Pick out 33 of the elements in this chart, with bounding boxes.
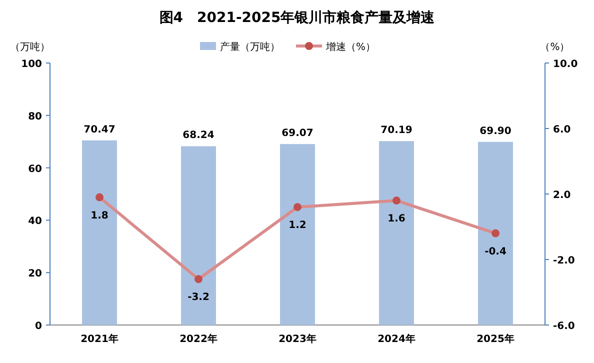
y-axis-title: （万吨） — [10, 41, 50, 53]
data-label: 70.19 — [380, 125, 412, 136]
y-tick-label: 60 — [28, 164, 42, 175]
x-tick-label: 2023年 — [278, 333, 316, 345]
y2-tick-label: 6.0 — [553, 124, 571, 136]
y2-tick-label: -6.0 — [553, 321, 575, 332]
legend-label: 产量（万吨） — [220, 41, 280, 53]
legend: 增速（%） — [296, 42, 376, 53]
data-label: -0.4 — [484, 246, 506, 258]
legend: 产量（万吨） — [200, 42, 280, 53]
y2-tick-label: 2.0 — [553, 190, 571, 201]
data-label: 69.90 — [480, 126, 512, 137]
x-tick-label: 2021年 — [80, 333, 118, 345]
y-tick-label: 0 — [35, 321, 42, 332]
data-label: 70.47 — [84, 124, 116, 136]
x-tick-label: 2024年 — [378, 333, 416, 345]
data-label: 68.24 — [182, 130, 214, 142]
data-label: -3.2 — [188, 292, 210, 304]
x-tick-label: 2025年 — [476, 333, 514, 345]
y-tick-label: 80 — [28, 111, 42, 122]
legend-label: 增速（%） — [325, 41, 376, 53]
x-tick-label: 2022年 — [180, 333, 218, 345]
data-label: 1.8 — [90, 210, 108, 222]
y2-tick-label: -2.0 — [553, 256, 575, 266]
data-label: 1.2 — [288, 220, 306, 232]
data-label: 69.07 — [282, 128, 314, 140]
y2-tick-label: 10.0 — [553, 59, 578, 70]
y-tick-label: 100 — [21, 59, 42, 70]
y-tick-label: 40 — [28, 216, 42, 228]
chart-title: 图4 2021-2025年银川市粮食产量及增速 — [159, 9, 436, 26]
y2-axis-title: （%） — [540, 42, 570, 53]
y-tick-label: 20 — [28, 268, 42, 280]
data-label: 1.6 — [388, 214, 406, 225]
